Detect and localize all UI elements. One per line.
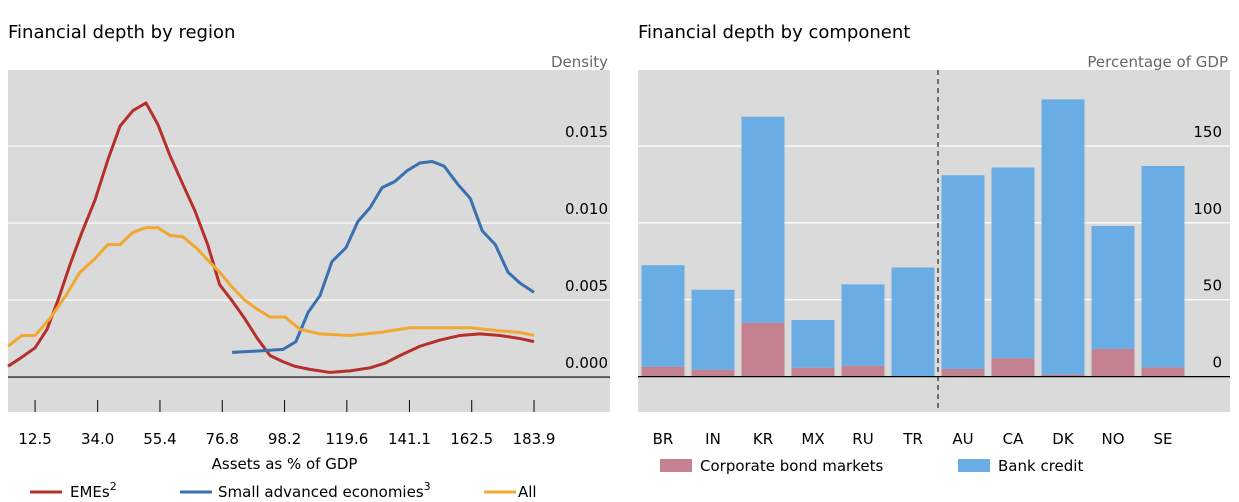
bar-segment: [1041, 99, 1085, 375]
legend-footnote: 2: [110, 480, 117, 493]
chart-title: Financial depth by component: [638, 22, 910, 43]
bar-segment: [691, 289, 735, 370]
x-tick-label: 98.2: [268, 430, 301, 448]
y-tick-label: 0.015: [565, 123, 608, 141]
line-series: [7, 226, 535, 348]
legend-swatch: [958, 459, 990, 472]
bar-segment: [1091, 348, 1135, 377]
x-tick-label: CA: [1003, 430, 1024, 448]
bar-segment: [941, 175, 985, 369]
bar-segment: [641, 265, 685, 367]
x-tick-label: 141.1: [388, 430, 431, 448]
y-tick-label: 0.000: [565, 354, 608, 372]
x-tick-label: KR: [753, 430, 773, 448]
line-series: [7, 101, 535, 374]
bar-segment: [1091, 225, 1135, 349]
bar-segment: [741, 322, 785, 377]
x-tick-label: 76.8: [206, 430, 239, 448]
legend-text: All: [518, 483, 537, 501]
x-tick-label: 119.6: [325, 430, 368, 448]
x-tick-label: 34.0: [81, 430, 114, 448]
chart-title: Financial depth by region: [8, 22, 235, 43]
bar-segment: [841, 365, 885, 377]
y-tick-label: 0.010: [565, 200, 608, 218]
bar-segment: [691, 369, 735, 377]
bar-segment: [991, 167, 1035, 359]
x-tick-label: 162.5: [450, 430, 493, 448]
bar-segment: [1141, 165, 1185, 368]
plot-background: [8, 70, 610, 412]
x-tick-label: DK: [1052, 430, 1075, 448]
bar-segment: [891, 267, 935, 377]
bar-segment: [941, 368, 985, 377]
legend-label: Corporate bond markets: [700, 457, 883, 475]
y-tick-label: 150: [1193, 123, 1222, 141]
x-tick-label: RU: [852, 430, 873, 448]
bar-segment: [641, 366, 685, 377]
bar-segment: [791, 320, 835, 368]
y-tick-label: 0.005: [565, 277, 608, 295]
y-axis-label: Density: [551, 53, 608, 71]
y-tick-label: 50: [1203, 277, 1222, 295]
y-axis-label: Percentage of GDP: [1087, 53, 1228, 71]
x-tick-label: IN: [705, 430, 721, 448]
bar-segment: [741, 116, 785, 323]
x-tick-label: 183.9: [513, 430, 556, 448]
x-tick-label: 55.4: [143, 430, 176, 448]
x-tick-label: MX: [801, 430, 824, 448]
legend-label: Bank credit: [998, 457, 1083, 475]
x-tick-label: SE: [1154, 430, 1173, 448]
y-tick-label: 0: [1212, 354, 1222, 372]
x-tick-label: TR: [902, 430, 923, 448]
x-tick-label: 12.5: [18, 430, 51, 448]
legend-text: Small advanced economies: [218, 483, 424, 501]
bar-segment: [991, 358, 1035, 377]
line-series: [232, 159, 535, 354]
legend-label: EMEs2: [70, 480, 117, 501]
bar-segment: [1141, 367, 1185, 377]
bar-segment: [1041, 374, 1085, 377]
y-tick-label: 100: [1193, 200, 1222, 218]
legend-label: Small advanced economies3: [218, 480, 431, 501]
x-tick-label: BR: [653, 430, 674, 448]
bar-segment: [841, 284, 885, 366]
x-axis-label: Assets as % of GDP: [212, 455, 358, 473]
legend-text: EMEs: [70, 483, 110, 501]
x-tick-label: AU: [952, 430, 973, 448]
x-tick-label: NO: [1101, 430, 1124, 448]
legend-swatch: [660, 459, 692, 472]
bar-segment: [791, 367, 835, 377]
legend-footnote: 3: [424, 480, 431, 493]
legend-label: All: [518, 483, 537, 501]
